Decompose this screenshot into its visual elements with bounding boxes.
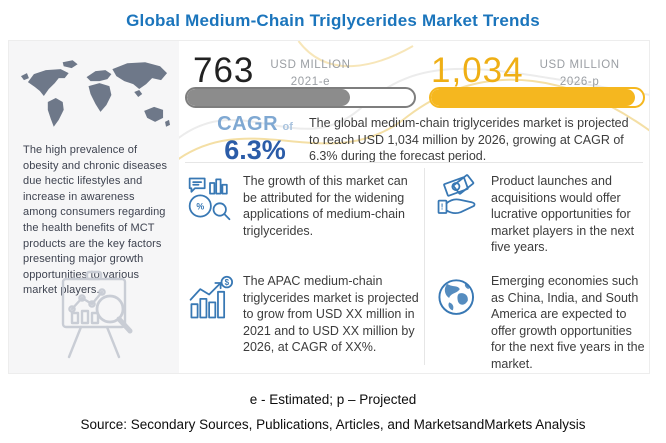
money-hand-icon: ! <box>437 174 476 215</box>
stat-current: 763 USD MILLION 2021-e <box>193 53 351 90</box>
progress-bar-projected <box>429 87 645 108</box>
stat-current-unit: USD MILLION 2021-e <box>270 57 350 90</box>
highlight-text: Product launches and acquisitions would … <box>491 174 635 254</box>
highlight-apac-growth: $ The APAC medium-chain triglycerides ma… <box>187 273 419 356</box>
world-map-icon <box>20 60 171 127</box>
cagr-block: CAGR of 6.3% <box>209 113 301 164</box>
highlight-emerging-economies: Emerging economies such as China, India,… <box>435 273 647 372</box>
main-panel: 763 USD MILLION 2021-e 1,034 USD MILLION… <box>179 41 649 373</box>
cagr-label: CAGR <box>217 113 279 135</box>
progress-bar-current <box>185 87 416 108</box>
footer-legend: e - Estimated; p – Projected <box>249 392 417 407</box>
stat-current-unit-label: USD MILLION <box>270 59 351 71</box>
stat-projected: 1,034 USD MILLION 2026-p <box>431 53 620 90</box>
cagr-of: of <box>282 121 293 133</box>
page-title: Global Medium-Chain Triglycerides Market… <box>126 11 540 30</box>
progress-bar-current-fill <box>187 89 351 106</box>
stat-projected-unit-label: USD MILLION <box>539 59 620 71</box>
highlight-product-launches: ! Product launches and acquisitions woul… <box>435 173 647 256</box>
chart-magnifier-easel-icon <box>61 270 133 359</box>
svg-text:$: $ <box>225 278 230 287</box>
progress-bar-projected-fill <box>431 89 635 106</box>
svg-text:!: ! <box>441 203 444 212</box>
infographic-content: The high prevalence of obesity and chron… <box>8 40 650 374</box>
highlight-text: The APAC medium-chain triglycerides mark… <box>243 274 419 354</box>
left-panel-description: The high prevalence of obesity and chron… <box>23 144 168 297</box>
stat-projected-value: 1,034 <box>431 51 524 90</box>
chart-analysis-icon: % <box>188 177 231 221</box>
globe-icon <box>438 279 475 315</box>
cagr-value: 6.3% <box>224 135 286 165</box>
vertical-divider <box>424 168 425 365</box>
highlight-growth-drivers: % The growth of this market can be attri… <box>187 173 419 239</box>
highlight-text: Emerging economies such as China, India,… <box>491 274 645 371</box>
svg-text:%: % <box>196 202 204 212</box>
horizontal-divider <box>185 162 643 163</box>
market-summary: The global medium-chain triglycerides ma… <box>309 116 629 163</box>
left-panel: The high prevalence of obesity and chron… <box>9 41 179 373</box>
stat-current-period: 2021-e <box>290 75 331 88</box>
highlight-text: The growth of this market can be attribu… <box>243 174 408 238</box>
stat-projected-unit: USD MILLION 2026-p <box>540 57 620 90</box>
footer-source: Source: Secondary Sources, Publications,… <box>80 417 586 432</box>
growth-chart-icon: $ <box>189 275 233 319</box>
stat-current-value: 763 <box>193 51 255 90</box>
stat-projected-period: 2026-p <box>559 75 600 88</box>
